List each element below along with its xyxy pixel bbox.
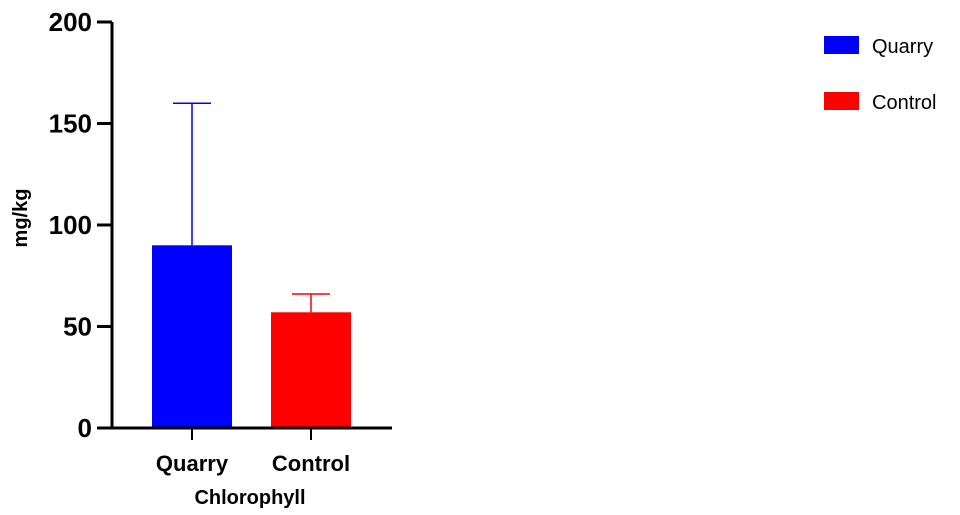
y-tick-label: 200 [49,7,92,37]
y-tick-layer: 0 50 100 150 200 [49,7,112,443]
x-tick-label: Quarry [156,451,229,476]
legend-label-control: Control [872,92,936,114]
category-layer: Quarry Control [156,428,350,476]
axes-layer [110,22,392,430]
legend-label-quarry: Quarry [872,36,933,58]
legend-swatch-control [824,92,859,110]
y-tick-label: 0 [78,413,92,443]
bar-quarry [152,245,232,428]
x-axis-title: Chlorophyll [194,487,305,509]
y-tick-label: 150 [49,109,92,139]
x-tick-label: Control [272,451,350,476]
legend: Quarry Control [824,36,936,114]
y-tick-label: 100 [49,210,92,240]
legend-swatch-quarry [824,36,859,54]
y-tick-label: 50 [63,312,92,342]
error-bars-layer [173,102,330,313]
bars-layer [152,245,351,428]
bar-control [271,312,351,428]
y-axis-title: mg/kg [10,189,32,248]
